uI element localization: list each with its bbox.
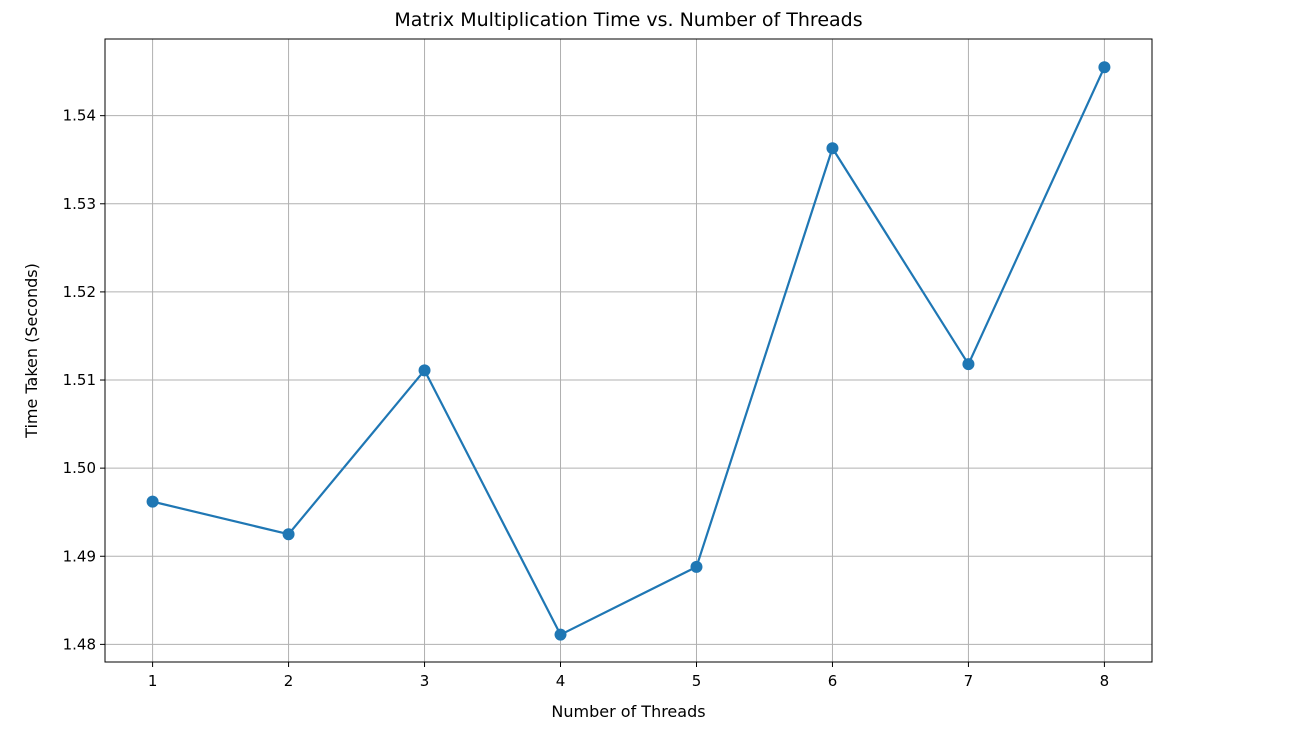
series-line xyxy=(152,66,1106,636)
chart-title: Matrix Multiplication Time vs. Number of… xyxy=(394,9,862,31)
series-layer xyxy=(146,61,1111,641)
data-point xyxy=(1098,61,1111,74)
data-point xyxy=(554,628,567,641)
x-tick-label: 8 xyxy=(1100,672,1110,690)
data-point xyxy=(418,364,431,377)
y-tick-label: 1.48 xyxy=(63,635,96,653)
y-tick-label: 1.51 xyxy=(63,371,96,389)
x-tick-label: 3 xyxy=(420,672,430,690)
data-point xyxy=(962,358,975,371)
y-tick-label: 1.53 xyxy=(63,195,96,213)
y-axis-label: Time Taken (Seconds) xyxy=(22,263,41,439)
y-tick-label: 1.50 xyxy=(63,459,96,477)
data-point xyxy=(826,142,839,155)
x-tick-label: 5 xyxy=(692,672,702,690)
plot-frame xyxy=(104,38,1153,663)
x-tick-label: 6 xyxy=(828,672,838,690)
y-tick-label: 1.54 xyxy=(63,107,96,125)
x-axis-label: Number of Threads xyxy=(551,702,705,721)
axis-ticks: 1 2 3 4 5 6 7 8 1.48 1.49 1.50 1.51 1.52 1.53 1.54 xyxy=(63,107,1110,690)
grid xyxy=(105,39,1152,662)
y-tick-label: 1.52 xyxy=(63,283,96,301)
x-tick-label: 1 xyxy=(148,672,158,690)
data-point xyxy=(690,560,703,573)
y-tick-label: 1.49 xyxy=(63,547,96,565)
data-point xyxy=(146,495,159,508)
x-tick-label: 2 xyxy=(284,672,294,690)
x-tick-label: 4 xyxy=(556,672,566,690)
x-tick-label: 7 xyxy=(964,672,974,690)
data-point xyxy=(282,528,295,541)
